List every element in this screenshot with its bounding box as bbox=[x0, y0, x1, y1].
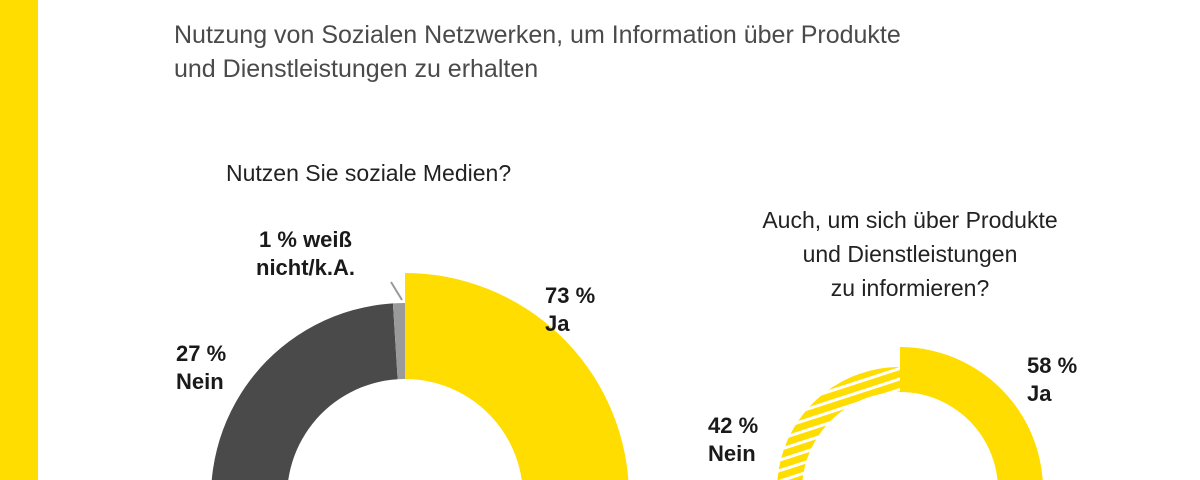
slice-ja bbox=[405, 273, 629, 480]
label-name: Nein bbox=[708, 441, 756, 466]
chart-2-donut bbox=[777, 347, 1043, 480]
slice-ja bbox=[900, 347, 1043, 480]
label-value: 1 % weiß bbox=[259, 227, 352, 252]
chart-2-title-line: und Dienstleistungen bbox=[802, 241, 1018, 267]
chart-2-label-nein: 42 % Nein bbox=[708, 412, 758, 468]
chart-1-label-nein: 27 % Nein bbox=[176, 340, 226, 396]
slice-weiß-nicht-k-a- bbox=[392, 303, 405, 380]
title-line-1: Nutzung von Sozialen Netzwerken, um Info… bbox=[174, 21, 901, 49]
chart-1-donut bbox=[211, 273, 629, 480]
chart-2-title-line: Auch, um sich über Produkte bbox=[762, 207, 1058, 233]
label-name: Nein bbox=[176, 369, 224, 394]
chart-2-label-ja: 58 % Ja bbox=[1027, 352, 1077, 408]
chart-1-label-unknown: 1 % weiß nicht/k.A. bbox=[256, 226, 355, 282]
label-value: 58 % bbox=[1027, 353, 1078, 378]
slice-nein bbox=[777, 367, 900, 480]
chart-1-leader-line bbox=[390, 281, 403, 301]
chart-2-title: Auch, um sich über Produkte und Dienstle… bbox=[700, 203, 1120, 305]
chart-1-label-ja: 73 % Ja bbox=[545, 282, 595, 338]
label-name: nicht/k.A. bbox=[256, 255, 356, 280]
accent-bar bbox=[0, 0, 38, 480]
chart-2-title-line: zu informieren? bbox=[830, 275, 990, 301]
label-value: 42 % bbox=[708, 413, 759, 438]
label-value: 73 % bbox=[545, 283, 596, 308]
title-line-2: und Dienstleistungen zu erhalten bbox=[174, 55, 539, 83]
page-title: Nutzung von Sozialen Netzwerken, um Info… bbox=[174, 18, 1124, 86]
label-name: Ja bbox=[545, 311, 570, 336]
chart-1-title: Nutzen Sie soziale Medien? bbox=[226, 160, 512, 186]
label-name: Ja bbox=[1027, 381, 1052, 406]
slice-nein bbox=[211, 303, 398, 480]
label-value: 27 % bbox=[176, 341, 227, 366]
